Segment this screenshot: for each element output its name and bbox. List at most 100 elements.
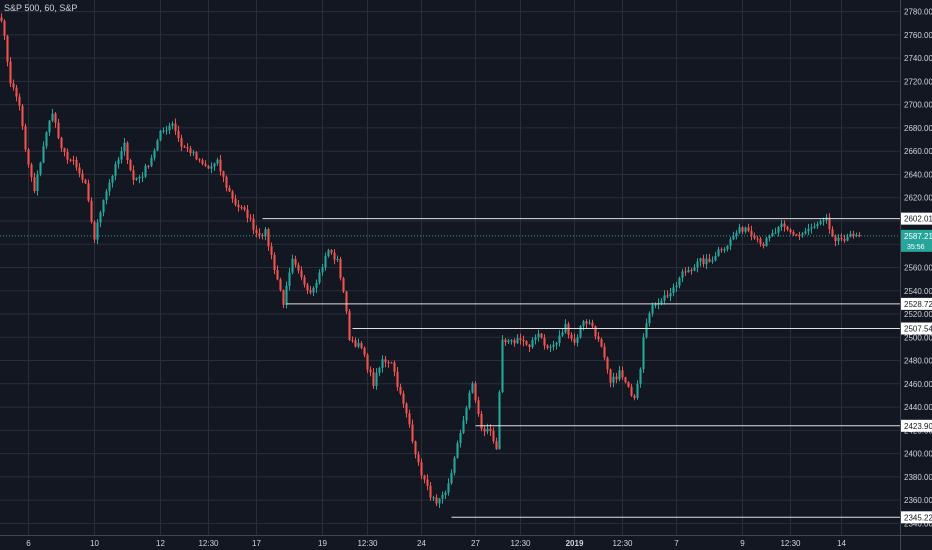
candle <box>456 440 459 459</box>
candle <box>525 340 528 347</box>
candle <box>87 179 90 203</box>
candle-body <box>531 339 534 348</box>
candle <box>765 236 768 247</box>
candle <box>270 242 273 260</box>
candle <box>138 175 141 184</box>
candle <box>300 266 303 281</box>
candle <box>771 229 774 237</box>
candle-body <box>528 344 531 348</box>
x-tick-label: 14 <box>837 539 846 548</box>
candle-body <box>231 191 234 199</box>
candle-body <box>252 218 255 230</box>
candle <box>207 164 210 170</box>
candle-body <box>162 130 165 132</box>
candle <box>555 341 558 350</box>
candle <box>414 440 417 459</box>
candle-body <box>615 376 618 380</box>
candle-body <box>534 337 537 340</box>
candle <box>273 252 276 275</box>
candle <box>309 286 312 295</box>
candle <box>819 219 822 226</box>
candle <box>285 281 288 309</box>
candle <box>612 372 615 388</box>
candle-body <box>438 498 441 504</box>
candle-body <box>354 340 357 347</box>
candle-body <box>57 122 60 138</box>
candle <box>513 338 516 347</box>
candle-body <box>117 159 120 165</box>
candle-body <box>597 336 600 340</box>
candle-body <box>309 290 312 293</box>
candle-body <box>720 249 723 251</box>
candle <box>39 161 42 177</box>
x-tick-label: 17 <box>252 539 261 548</box>
candle-body <box>177 130 180 139</box>
candle <box>558 330 561 347</box>
candle-body <box>507 340 510 343</box>
candle <box>600 337 603 348</box>
candle-body <box>435 497 438 504</box>
candle-body <box>369 369 372 373</box>
candle <box>669 287 672 302</box>
candle <box>321 264 324 276</box>
candle-body <box>504 339 507 343</box>
candle <box>648 311 651 327</box>
candle-body <box>777 227 780 233</box>
candle <box>120 146 123 164</box>
candle-body <box>600 339 603 347</box>
candle <box>279 277 282 292</box>
candle <box>573 333 576 346</box>
y-tick-label: 2500.00 <box>904 333 932 342</box>
candle <box>681 268 684 283</box>
x-tick-label: 6 <box>26 539 31 548</box>
candle-body <box>537 333 540 338</box>
candle <box>255 225 258 238</box>
candle-body <box>387 362 390 364</box>
candle-body <box>63 148 66 152</box>
candle-body <box>747 227 750 231</box>
candle <box>714 252 717 262</box>
candle-body <box>339 259 342 279</box>
candle-body <box>693 267 696 271</box>
candle-body <box>636 383 639 398</box>
candle-body <box>270 246 273 255</box>
candle-body <box>828 217 831 230</box>
candle <box>63 147 66 157</box>
candle-body <box>654 304 657 306</box>
candle <box>324 252 327 271</box>
candle-body <box>678 277 681 286</box>
candle <box>711 256 714 264</box>
candle <box>0 13 3 23</box>
x-tick-label: 12:30 <box>612 539 633 548</box>
candle-body <box>477 400 480 414</box>
candle-body <box>771 233 774 237</box>
candle-body <box>558 335 561 344</box>
candle-body <box>279 279 282 291</box>
candle-body <box>87 183 90 201</box>
candle-body <box>288 272 291 286</box>
candle <box>336 255 339 263</box>
candle-body <box>447 483 450 493</box>
candle-body <box>261 235 264 237</box>
candle <box>579 324 582 339</box>
candle <box>393 360 396 377</box>
y-tick-label: 2380.00 <box>904 473 932 482</box>
candle-body <box>222 171 225 177</box>
candle <box>510 338 513 345</box>
candle-body <box>540 333 543 338</box>
x-tick-label: 12:30 <box>357 539 378 548</box>
candle <box>204 160 207 167</box>
candle <box>174 118 177 135</box>
x-tick-label: 24 <box>417 539 426 548</box>
candle <box>153 148 156 161</box>
candle-body <box>696 261 699 268</box>
candle <box>219 154 222 176</box>
candle <box>183 145 186 148</box>
candle <box>240 205 243 211</box>
candle-body <box>234 198 237 205</box>
candle <box>651 302 654 317</box>
candle <box>177 125 180 143</box>
candle-body <box>135 178 138 180</box>
